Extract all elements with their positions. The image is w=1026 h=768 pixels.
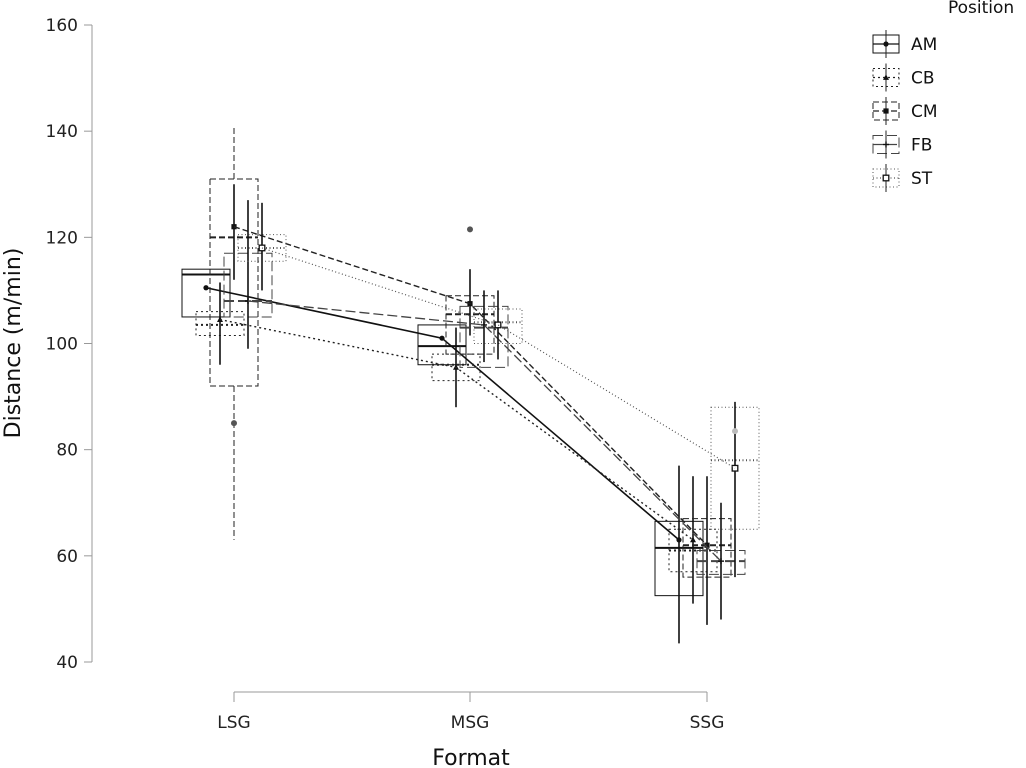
mean-marker [494, 321, 502, 329]
box [181, 268, 231, 318]
box-iqr [431, 353, 481, 382]
x-tick-label: MSG [451, 713, 490, 733]
box [237, 202, 287, 291]
legend: Position AM CB CM FB ST [872, 0, 1014, 192]
mean-line [219, 318, 694, 541]
y-axis: 40 60 80 100 120 140 160 [46, 16, 93, 673]
x-tick-label: LSG [217, 713, 250, 733]
series-am [181, 268, 704, 644]
box [223, 200, 273, 349]
box-iqr [181, 268, 231, 318]
box [209, 125, 259, 540]
box [473, 290, 523, 360]
y-tick-label: 40 [56, 653, 78, 673]
box [445, 269, 495, 355]
y-tick-label: 80 [56, 441, 78, 461]
y-tick-label: 60 [56, 547, 78, 567]
outlier-point [732, 428, 738, 435]
legend-item-st: ST [872, 164, 933, 192]
legend-label: FB [911, 136, 932, 156]
box [459, 290, 509, 368]
mean-marker [690, 536, 696, 543]
y-tick-label: 100 [46, 335, 78, 355]
box-iqr [209, 178, 259, 387]
legend-item-fb: FB [872, 130, 932, 159]
series-st [237, 202, 760, 578]
y-tick-label: 160 [46, 16, 78, 36]
y-axis-title: Distance (m/min) [1, 248, 26, 439]
box [668, 476, 718, 604]
mean-marker [883, 74, 889, 80]
mean-line [233, 226, 708, 546]
box [696, 502, 746, 620]
series-cb [195, 282, 718, 604]
series-cm [209, 125, 732, 625]
x-axis: LSG MSG SSG [217, 691, 725, 733]
y-tick-label: 140 [46, 122, 78, 142]
box-iqr [473, 308, 523, 344]
legend-title: Position [948, 0, 1014, 18]
x-axis-title: Format [432, 746, 510, 768]
legend-label: CB [911, 69, 935, 89]
mean-marker [882, 174, 890, 182]
series-fb [223, 200, 746, 620]
legend-label: ST [911, 169, 933, 189]
legend-item-cm: CM [872, 97, 938, 125]
box-iqr [710, 406, 760, 530]
outlier-point [467, 226, 473, 233]
box-iqr [417, 324, 467, 366]
mean-line [205, 286, 680, 541]
y-tick-label: 120 [46, 228, 78, 248]
plot-area [181, 125, 760, 644]
x-tick-label: SSG [690, 713, 725, 733]
legend-item-am: AM [872, 30, 937, 58]
legend-label: CM [911, 102, 938, 122]
outlier-point [231, 420, 237, 427]
box [654, 465, 704, 644]
legend-label: AM [911, 35, 937, 55]
mean-marker [883, 108, 889, 114]
mean-marker [883, 41, 889, 47]
mean-line [247, 300, 722, 562]
box [417, 324, 467, 366]
mean-marker [731, 464, 739, 472]
legend-item-cb: CB [872, 63, 935, 92]
